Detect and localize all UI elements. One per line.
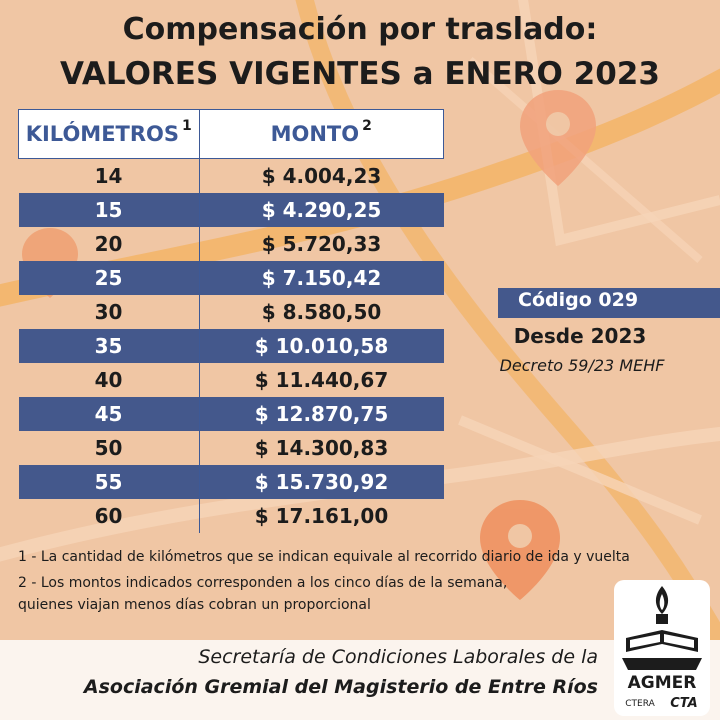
amount-cell: $ 4.004,23 <box>261 164 382 188</box>
table-row: 60 $ 17.161,00 <box>18 499 444 533</box>
title-line-2: VALORES VIGENTES a ENERO 2023 <box>60 56 660 92</box>
table-header-row: KILÓMETROS 1 MONTO 2 <box>18 109 444 159</box>
footnote-1: 1 - La cantidad de kilómetros que se ind… <box>18 549 630 565</box>
table-row: 40 $ 11.440,67 <box>18 363 444 397</box>
header-kilometers: KILÓMETROS 1 <box>18 109 200 159</box>
amount-cell: $ 11.440,67 <box>254 368 389 392</box>
amount-cell: $ 14.300,83 <box>254 436 389 460</box>
amount-cell: $ 4.290,25 <box>199 193 444 227</box>
table-row: 15 $ 4.290,25 <box>18 193 444 227</box>
amount-cell: $ 12.870,75 <box>199 397 444 431</box>
table-row: 35 $ 10.010,58 <box>18 329 444 363</box>
book-icon <box>622 630 702 670</box>
code-band <box>498 288 720 318</box>
title-line-1: Compensación por traslado: <box>122 12 598 47</box>
km-cell: 15 <box>18 193 200 227</box>
table-row: 30 $ 8.580,50 <box>18 295 444 329</box>
amount-cell: $ 17.161,00 <box>254 504 389 528</box>
km-cell: 14 <box>18 158 200 193</box>
km-cell: 60 <box>18 499 200 533</box>
km-cell: 30 <box>18 295 200 329</box>
table-row: 55 $ 15.730,92 <box>18 465 444 499</box>
amount-cell: $ 5.720,33 <box>261 232 382 256</box>
km-cell: 25 <box>18 261 200 295</box>
table-row: 20 $ 5.720,33 <box>18 227 444 261</box>
amount-cell: $ 10.010,58 <box>199 329 444 363</box>
km-cell: 45 <box>18 397 200 431</box>
torch-icon <box>655 586 669 624</box>
footer-band <box>0 640 720 720</box>
decree-label: Decreto 59/23 MEHF <box>499 356 665 375</box>
table-row: 50 $ 14.300,83 <box>18 431 444 465</box>
amount-cell: $ 8.580,50 <box>261 300 382 324</box>
footer-asociacion: Asociación Gremial del Magisterio de Ent… <box>83 676 598 698</box>
km-cell: 20 <box>18 227 200 261</box>
since-label: Desde 2023 <box>513 324 647 348</box>
agmer-logo: AGMER CTERA CTA <box>614 580 710 716</box>
logo-name: AGMER <box>628 673 697 693</box>
km-cell: 40 <box>18 363 200 397</box>
km-cell: 55 <box>18 465 200 499</box>
amount-cell: $ 7.150,42 <box>199 261 444 295</box>
map-pin-icon <box>480 500 560 600</box>
logo-ctera: CTERA <box>625 699 655 709</box>
footnote-2-continued: quienes viajan menos días cobran un prop… <box>18 597 371 613</box>
km-cell: 35 <box>18 329 200 363</box>
code-label: Código 029 <box>518 289 639 311</box>
footer-secretaria: Secretaría de Condiciones Laborales de l… <box>198 646 598 668</box>
header-amount: MONTO 2 <box>198 109 444 159</box>
table-row: 45 $ 12.870,75 <box>18 397 444 431</box>
km-cell: 50 <box>18 431 200 465</box>
map-pin-icon <box>520 90 596 186</box>
logo-cta: CTA <box>670 696 697 711</box>
table-row: 14 $ 4.004,23 <box>18 158 444 193</box>
amount-cell: $ 15.730,92 <box>199 465 444 499</box>
table-row: 25 $ 7.150,42 <box>18 261 444 295</box>
rates-table: KILÓMETROS 1 MONTO 2 14 $ 4.004,23 15 $ 4.29… <box>18 109 444 533</box>
footnote-2: 2 - Los montos indicados corresponden a … <box>18 575 508 591</box>
